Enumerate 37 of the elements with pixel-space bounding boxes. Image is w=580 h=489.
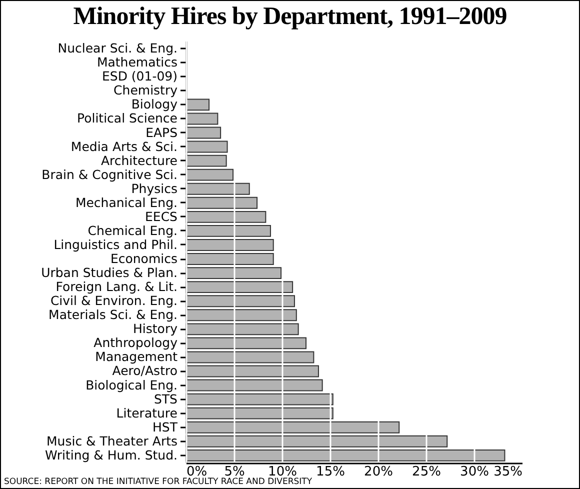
- y-tick-label: Biological Eng.: [86, 377, 178, 392]
- y-tick-label: EAPS: [146, 124, 178, 140]
- x-tick-label: 35%: [494, 464, 522, 480]
- y-tick-label: STS: [154, 391, 178, 406]
- y-tick-label: Literature: [116, 405, 178, 420]
- x-tick-label: 25%: [412, 464, 441, 480]
- y-tick-label: Civil & Environ. Eng.: [50, 293, 178, 308]
- y-tick-label: Biology: [131, 96, 178, 112]
- y-tick-label: Brain & Cognitive Sci.: [42, 166, 178, 182]
- y-tick-label: Foreign Lang. & Lit.: [56, 279, 178, 294]
- y-tick-label: Linguistics and Phil.: [54, 236, 178, 252]
- y-tick-label: Architecture: [100, 152, 178, 168]
- y-tick-label: Physics: [131, 180, 178, 196]
- y-tick-label: EECS: [145, 208, 178, 224]
- y-tick-label: Writing & Hum. Stud.: [45, 447, 178, 462]
- y-tick-label: Chemical Eng.: [88, 222, 178, 238]
- x-tick-label: 15%: [316, 464, 345, 480]
- y-tick-label: Music & Theater Arts: [46, 433, 178, 448]
- y-tick-label: Mathematics: [96, 54, 178, 70]
- y-tick-label: Anthropology: [94, 335, 178, 350]
- y-tick-label: Mechanical Eng.: [75, 194, 178, 210]
- y-tick-label: Chemistry: [114, 82, 178, 98]
- y-tick-label: Economics: [110, 251, 178, 266]
- y-tick-label: HST: [152, 419, 178, 434]
- y-tick-label: Media Arts & Sci.: [70, 138, 178, 154]
- chart-title: Minority Hires by Department, 1991–2009: [72, 3, 508, 31]
- y-tick-label: Urban Studies & Plan.: [41, 265, 178, 280]
- x-tick-label: 30%: [460, 464, 489, 480]
- y-tick-label: Political Science: [77, 110, 178, 126]
- y-tick-label: Management: [95, 349, 178, 364]
- y-tick-label: History: [133, 321, 178, 336]
- y-tick-label: ESD (01-09): [102, 68, 178, 84]
- y-tick-label: Nuclear Sci. & Eng.: [58, 40, 178, 56]
- y-tick-label: Materials Sci. & Eng.: [48, 307, 178, 322]
- source-note: SOURCE: REPORT ON THE INITIATIVE FOR FACULTY RACE AND DIVERSITY: [4, 477, 312, 487]
- y-tick-label: Aero/Astro: [112, 363, 178, 378]
- x-tick-label: 20%: [364, 464, 393, 480]
